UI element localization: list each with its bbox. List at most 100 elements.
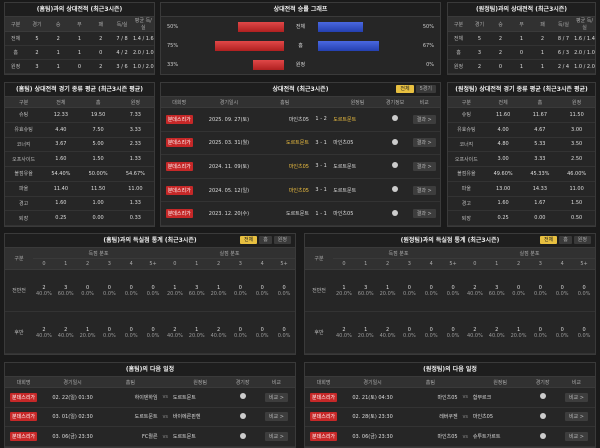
cell: 1 xyxy=(68,45,91,60)
row-label: 코너킥 xyxy=(448,137,485,153)
cell: 0 0.0% xyxy=(529,269,552,312)
cell: 4.67 xyxy=(521,122,559,138)
cell: 0 0.0% xyxy=(573,311,595,354)
tab[interactable]: 전체 xyxy=(239,236,258,244)
table-body: 분데스리가 02. 21(토) 04:30 마인츠05 vs 함부르크 비교 > 분데스리가… xyxy=(305,387,595,447)
column-header: 원정 xyxy=(558,97,595,108)
away-team: 마인츠05 xyxy=(472,407,528,428)
cell: 11.40 xyxy=(42,181,80,197)
league-badge: 분데스리가 xyxy=(10,392,38,402)
match-date: 03. 01(일) 02:30 xyxy=(42,407,104,428)
row-label: 파울 xyxy=(5,181,43,197)
row-label: 볼점유율 xyxy=(448,166,485,182)
percent: 0.0% xyxy=(234,332,247,339)
result-button[interactable]: 결과 > xyxy=(412,161,436,171)
tab[interactable]: 5경기 xyxy=(415,85,436,93)
row-label: 퇴장 xyxy=(5,210,43,226)
count: 3 xyxy=(495,284,499,291)
cell: 45.33% xyxy=(521,166,559,182)
compare-button[interactable]: 비교 > xyxy=(564,392,588,402)
bin-header: 0 xyxy=(463,258,486,270)
panel-header: (원정팀)의 다음 일정 xyxy=(305,363,595,377)
bin-header: 3 xyxy=(98,258,121,270)
percent: 0.0% xyxy=(403,332,416,339)
cell: 2.0 / 1.0 xyxy=(132,45,154,60)
count: 0 xyxy=(151,284,155,291)
cell: 0.33 xyxy=(116,210,154,226)
home-team: 마인츠05 xyxy=(260,178,309,203)
column-header: 경기장 xyxy=(227,377,258,388)
cell: 결과 > xyxy=(408,178,440,203)
cell: 분데스리가 xyxy=(5,387,43,408)
tab[interactable]: 전체 xyxy=(396,85,414,93)
league-badge: 분데스리가 xyxy=(310,392,338,402)
table: 대회명 경기일시 홈팀 원정팀 경기정보 비교 분데스리가 2025. 09. 27(토) 마인… xyxy=(161,97,440,226)
cell: 분데스리가 xyxy=(161,154,198,179)
cell: 1 xyxy=(47,45,69,60)
table-row: 원정 2 0 1 1 2 / 4 1.0 / 2.0 xyxy=(448,59,595,74)
count: 0 xyxy=(451,326,455,333)
cell: 4.40 xyxy=(42,122,80,138)
count: 0 xyxy=(85,284,90,291)
result-button[interactable]: 결과 > xyxy=(412,114,436,124)
result-button[interactable]: 결과 > xyxy=(412,209,436,219)
count: 0 xyxy=(538,326,542,333)
cell: 분데스리가 xyxy=(305,407,343,428)
group-header: 득점 분포 xyxy=(333,248,464,259)
panel-header: (홈팀)의 다음 일정 xyxy=(5,363,295,377)
cell: 비교 > xyxy=(557,426,595,447)
home-bar xyxy=(214,40,284,51)
percent: 0.0% xyxy=(234,290,247,297)
compare-button[interactable]: 비교 > xyxy=(564,432,588,442)
cell: 0 0.0% xyxy=(229,269,252,312)
graph-row: 33% 원정 0% xyxy=(161,55,440,74)
cell xyxy=(381,201,409,226)
cell: 3.00 xyxy=(484,151,522,167)
column-header: 득/실 xyxy=(111,17,133,32)
tab[interactable]: 홈 xyxy=(259,236,272,244)
result-button[interactable]: 결과 > xyxy=(412,138,436,148)
tab[interactable]: 원정 xyxy=(273,236,291,244)
match-date: 03. 06(금) 23:30 xyxy=(342,426,404,447)
cell: 4.00 xyxy=(484,122,522,138)
match-date: 2025. 09. 27(토) xyxy=(197,107,261,132)
panel-title: (원정팀)과의 득실점 통계 (최근3시즌) xyxy=(400,237,500,244)
count: 0 xyxy=(451,284,455,291)
cell: 2 xyxy=(490,31,511,46)
tab[interactable]: 홈 xyxy=(559,236,572,244)
row-label: 후반 xyxy=(305,311,333,354)
tab[interactable]: 전체 xyxy=(539,236,558,244)
percent: 0.0% xyxy=(81,290,94,297)
cell: 19.50 xyxy=(79,107,117,123)
cell: 1.60 xyxy=(484,196,522,212)
score: 3 - 1 xyxy=(308,178,334,203)
fixture-row: 분데스리가 02. 28(토) 23:30 레버쿠젠 vs 마인츠05 비교 > xyxy=(305,407,595,428)
compare-button[interactable]: 비교 > xyxy=(264,432,288,442)
percent: 60.0% xyxy=(488,290,505,297)
result-button[interactable]: 결과 > xyxy=(412,185,436,195)
away-bar xyxy=(317,21,364,32)
percent: 20.0% xyxy=(335,290,352,297)
home-team: 마인츠05 xyxy=(260,154,309,179)
group-header: 실점 분포 xyxy=(163,248,295,259)
tab[interactable]: 원정 xyxy=(573,236,591,244)
cell: 12.33 xyxy=(42,107,80,123)
bin-header: 2 xyxy=(507,258,530,270)
cell xyxy=(227,407,258,428)
away-bar xyxy=(317,40,379,51)
table-head: 구분 경기 승 무 패 득/실 평균 득/실 xyxy=(5,17,154,32)
compare-button[interactable]: 비교 > xyxy=(264,392,288,402)
cell: 분데스리가 xyxy=(5,426,43,447)
panel: (원정팀)의 다음 일정 대회명 경기일시 홈팀 원정팀 경기장 비교 분데스리가 02. 21… xyxy=(304,362,596,448)
match-row: 분데스리가 2025. 03. 31(월) 도르트문트 3 - 1 마인츠05 결과 > xyxy=(161,131,440,156)
cell: 0 xyxy=(490,59,511,74)
table-row: 슈팅 11.60 11.67 11.50 xyxy=(448,107,595,123)
table-body: 전반전 2 40.0% 3 60.0% 0 0.0% 0 0.0% 0 0.0% 0 0.0% 1 20.0… xyxy=(5,269,295,354)
compare-button[interactable]: 비교 > xyxy=(264,412,288,422)
versus: vs xyxy=(157,426,173,447)
bar-track xyxy=(192,21,284,32)
compare-button[interactable]: 비교 > xyxy=(564,412,588,422)
table-row: 퇴장 0.25 0.00 0.33 xyxy=(5,210,154,226)
panel-title: 상대전적 (최근3시즌) xyxy=(272,86,329,93)
